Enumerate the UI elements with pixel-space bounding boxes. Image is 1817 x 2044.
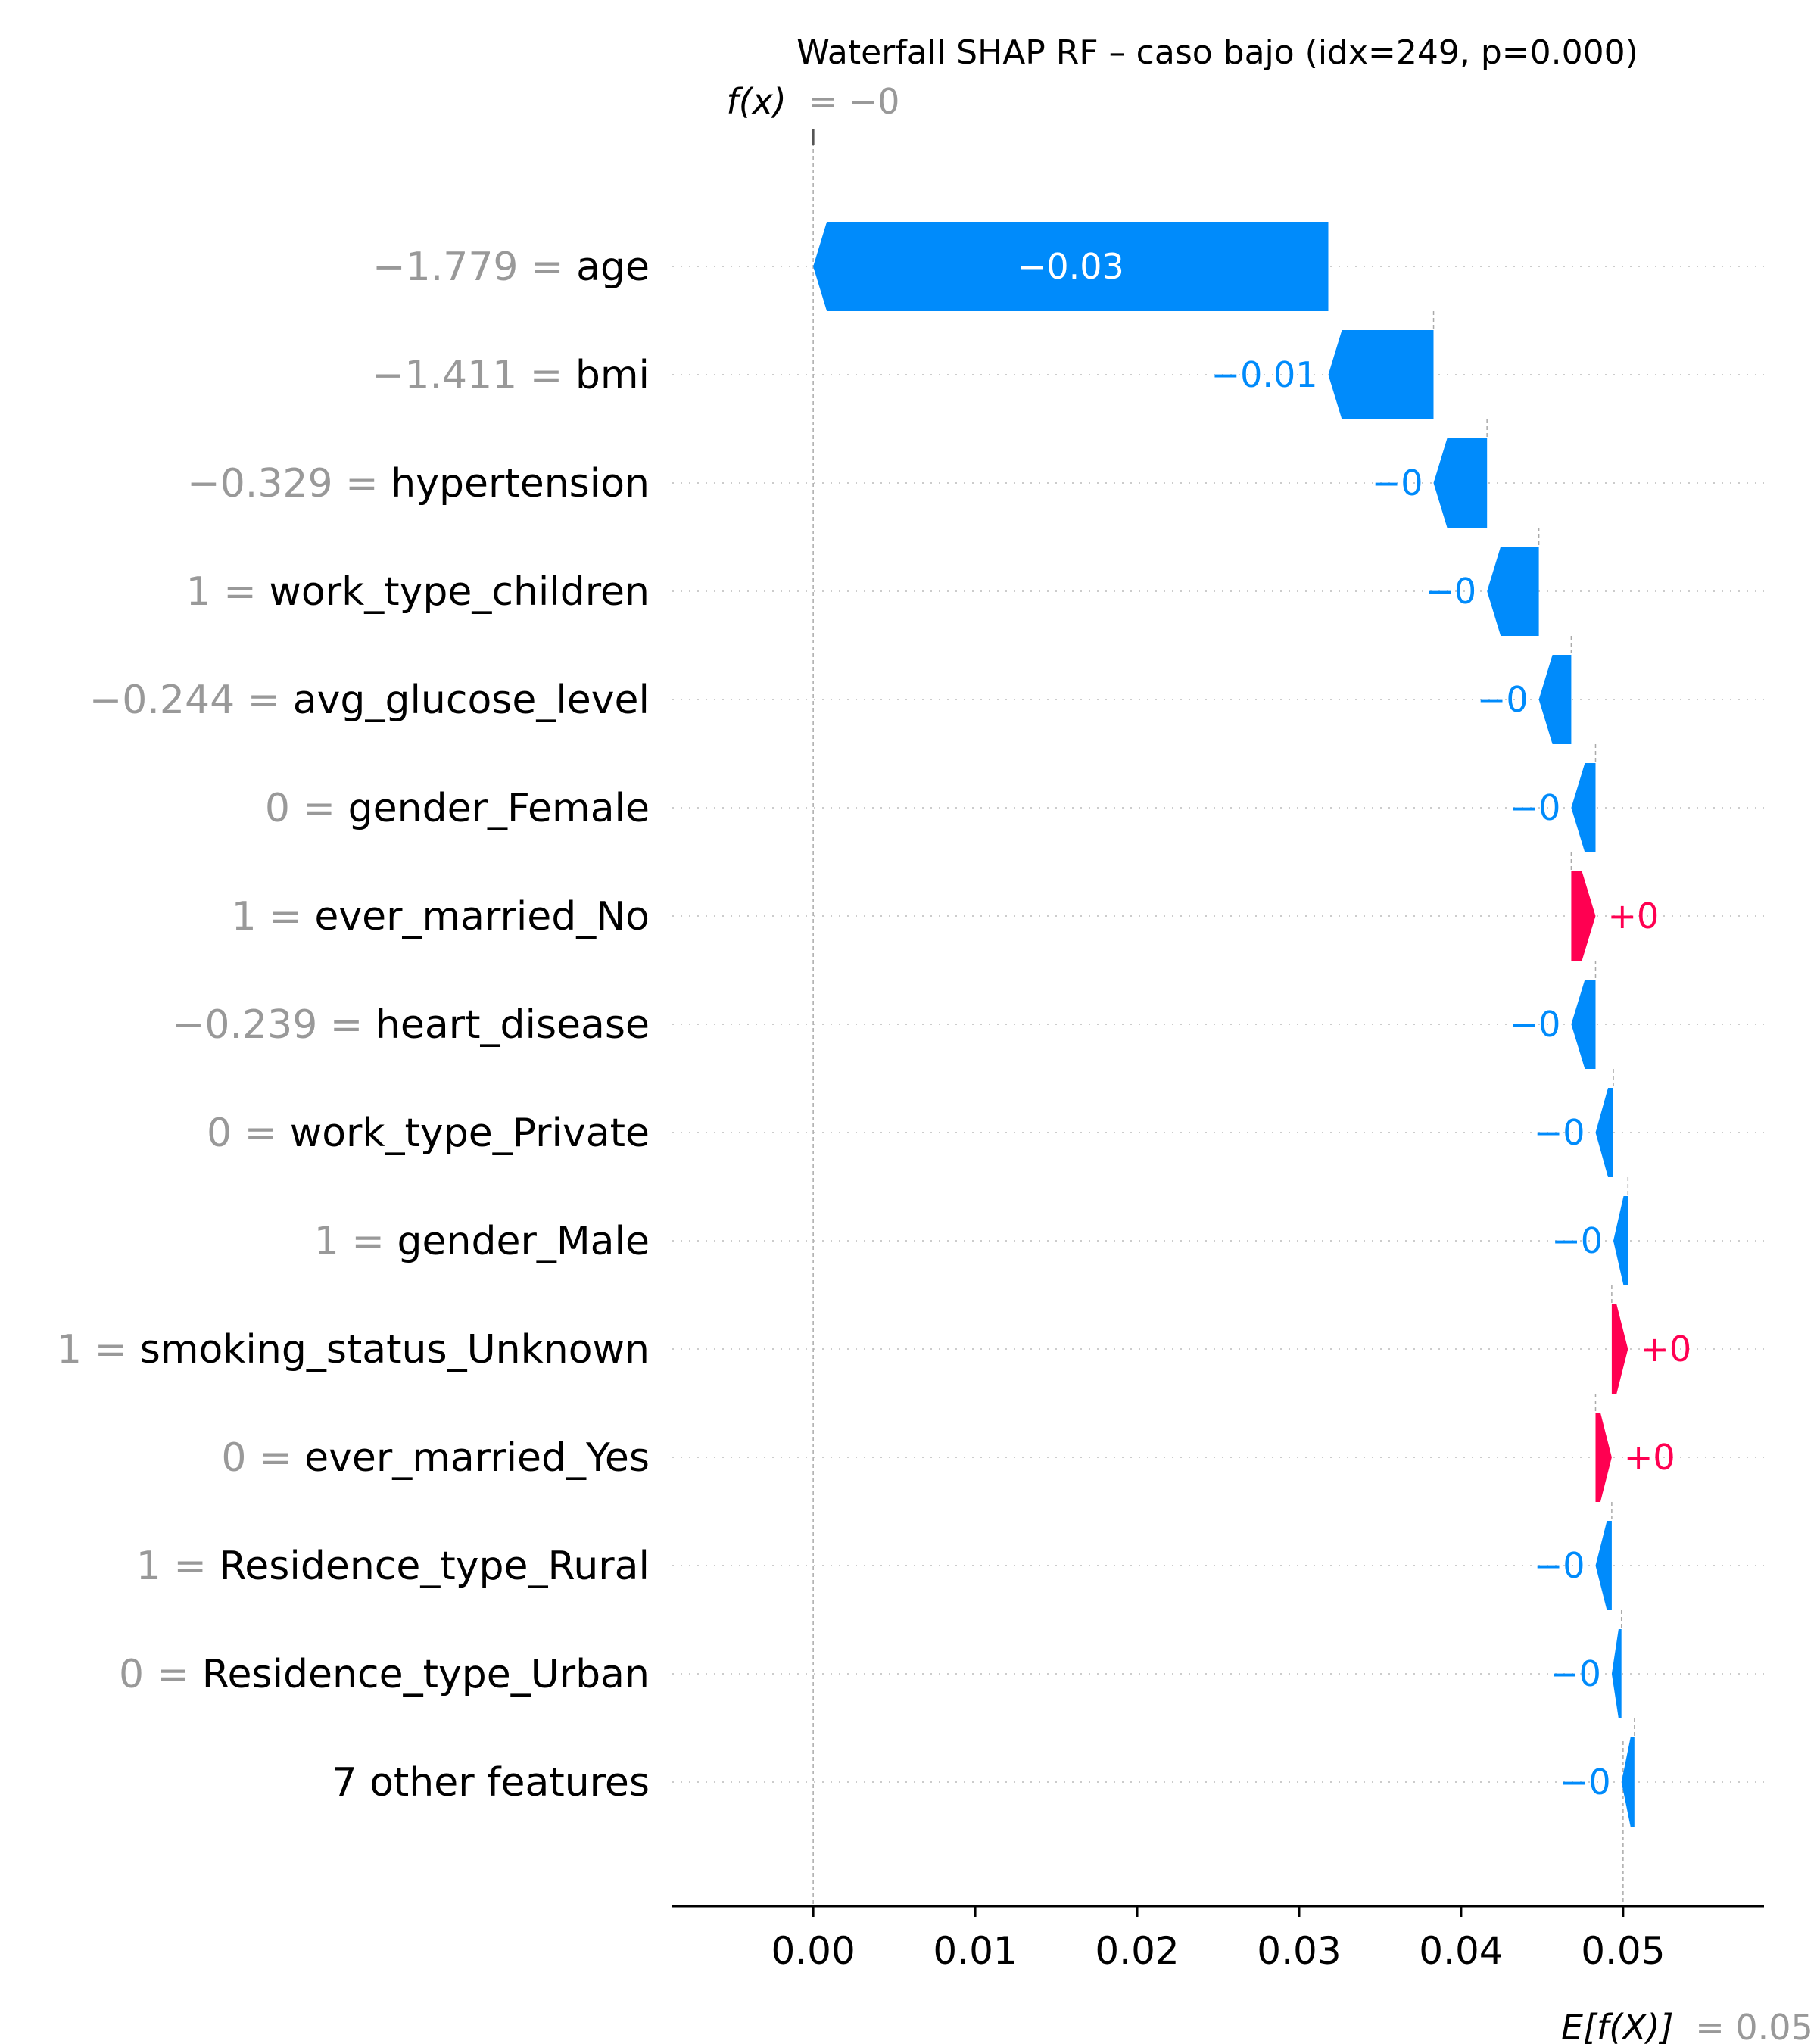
feature-name: Residence_type_Rural: [220, 1544, 650, 1589]
contribution-label: +0: [1608, 896, 1660, 936]
feature-label: 0 = Residence_type_Urban: [119, 1652, 650, 1697]
contribution-label: −0: [1550, 1653, 1601, 1694]
feature-name: smoking_status_Unknown: [140, 1327, 650, 1373]
feature-value: −1.779 =: [372, 245, 576, 290]
feature-label: 0 = work_type_Private: [207, 1111, 650, 1156]
contribution-label: −0.01: [1211, 354, 1318, 395]
feature-value: −1.411 =: [372, 353, 575, 398]
ex-symbol: E[f(X)]: [1561, 2007, 1674, 2044]
x-tick-label: 0.05: [1581, 1929, 1665, 1973]
feature-name: Residence_type_Urban: [202, 1652, 650, 1697]
feature-value: 1 =: [57, 1327, 140, 1373]
feature-value: −0.244 =: [89, 678, 293, 723]
feature-label: 7 other features: [332, 1760, 650, 1806]
feature-name: hypertension: [391, 461, 650, 506]
feature-label: 1 = ever_married_No: [232, 894, 650, 939]
feature-value: 1 =: [136, 1544, 220, 1589]
negative-contribution-bar: [1595, 1088, 1613, 1177]
feature-name: bmi: [575, 353, 650, 398]
feature-name: heart_disease: [376, 1002, 650, 1048]
contribution-label: −0: [1510, 1004, 1561, 1045]
chart-title: Waterfall SHAP RF – caso bajo (idx=249, …: [796, 33, 1638, 72]
contribution-bars: −0.03 −0.01 −0 −0 −0 −0 +0 −0 −0 −0 +0 +0 −0 −0 −0: [813, 222, 1691, 1827]
x-tick-label: 0.01: [933, 1929, 1017, 1973]
negative-contribution-bar: [1571, 980, 1596, 1069]
positive-contribution-bar: [1571, 871, 1596, 961]
negative-contribution-bar: [1613, 1196, 1628, 1285]
expected-value-annotation: E[f(X)] = 0.05: [1561, 2007, 1813, 2044]
negative-contribution-bar: [1611, 1629, 1622, 1718]
contribution-label: +0: [1624, 1437, 1675, 1478]
fx-annotation: f(x) = −0: [727, 81, 900, 122]
connector-lines: [812, 129, 1635, 1906]
feature-label: −1.779 = age: [372, 245, 650, 290]
feature-name: avg_glucose_level: [293, 678, 650, 723]
feature-label: −1.411 = bmi: [372, 353, 650, 398]
contribution-label: +0: [1640, 1329, 1691, 1369]
negative-contribution-bar: [1621, 1737, 1635, 1827]
ex-label: E[f(X)] = 0.05: [1561, 2007, 1813, 2044]
contribution-label: −0.03: [1018, 246, 1124, 287]
feature-value: 0 =: [119, 1652, 202, 1697]
feature-label: −0.244 = avg_glucose_level: [89, 678, 650, 723]
ex-value: = 0.05: [1695, 2007, 1813, 2044]
feature-name: work_type_Private: [290, 1111, 650, 1156]
feature-label: 0 = ever_married_Yes: [221, 1435, 650, 1481]
x-tick-label: 0.03: [1257, 1929, 1341, 1973]
x-tick-label: 0.04: [1419, 1929, 1503, 1973]
feature-name: 7 other features: [332, 1760, 650, 1806]
feature-value: 1 =: [186, 569, 270, 615]
x-axis: 0.00 0.01 0.02 0.03 0.04 0.05: [672, 1905, 1764, 1973]
feature-name: ever_married_Yes: [304, 1435, 650, 1481]
negative-contribution-bar: [813, 222, 1329, 311]
feature-name: gender_Male: [397, 1219, 650, 1264]
feature-value: 1 =: [232, 894, 315, 939]
contribution-label: −0: [1425, 571, 1476, 612]
feature-value: −0.239 =: [172, 1002, 376, 1048]
feature-value: −0.329 =: [187, 461, 391, 506]
fx-symbol: f(x): [727, 81, 787, 122]
feature-label: 1 = Residence_type_Rural: [136, 1544, 650, 1589]
row-labels: −1.779 = age −1.411 = bmi −0.329 = hyperte…: [57, 245, 650, 1806]
contribution-label: −0: [1510, 787, 1561, 828]
positive-contribution-bar: [1611, 1304, 1628, 1394]
x-tick-label: 0.00: [771, 1929, 855, 1973]
negative-contribution-bar: [1595, 1521, 1612, 1610]
contribution-label: −0: [1560, 1762, 1611, 1803]
feature-label: 0 = gender_Female: [265, 786, 650, 831]
feature-label: 1 = gender_Male: [314, 1219, 650, 1264]
feature-name: gender_Female: [348, 786, 650, 831]
contribution-label: −0: [1534, 1112, 1585, 1153]
contribution-label: −0: [1372, 463, 1423, 503]
negative-contribution-bar: [1571, 763, 1596, 852]
feature-value: 0 =: [207, 1111, 290, 1156]
feature-label: 1 = work_type_children: [186, 569, 650, 615]
feature-name: age: [576, 245, 650, 290]
fx-value: = −0: [808, 81, 899, 122]
feature-value: 0 =: [265, 786, 348, 831]
feature-label: −0.239 = heart_disease: [172, 1002, 650, 1048]
contribution-label: −0: [1534, 1545, 1585, 1586]
negative-contribution-bar: [1433, 438, 1488, 528]
negative-contribution-bar: [1487, 547, 1539, 636]
feature-name: work_type_children: [269, 569, 650, 615]
negative-contribution-bar: [1538, 655, 1572, 744]
feature-value: 0 =: [221, 1435, 304, 1481]
feature-name: ever_married_No: [314, 894, 650, 939]
x-tick-label: 0.02: [1095, 1929, 1179, 1973]
positive-contribution-bar: [1595, 1413, 1612, 1502]
contribution-label: −0: [1477, 679, 1529, 720]
feature-label: 1 = smoking_status_Unknown: [57, 1327, 650, 1373]
contribution-label: −0: [1551, 1220, 1603, 1261]
fx-label: f(x) = −0: [727, 81, 900, 122]
negative-contribution-bar: [1328, 330, 1434, 419]
feature-label: −0.329 = hypertension: [187, 461, 650, 506]
feature-value: 1 =: [314, 1219, 397, 1264]
